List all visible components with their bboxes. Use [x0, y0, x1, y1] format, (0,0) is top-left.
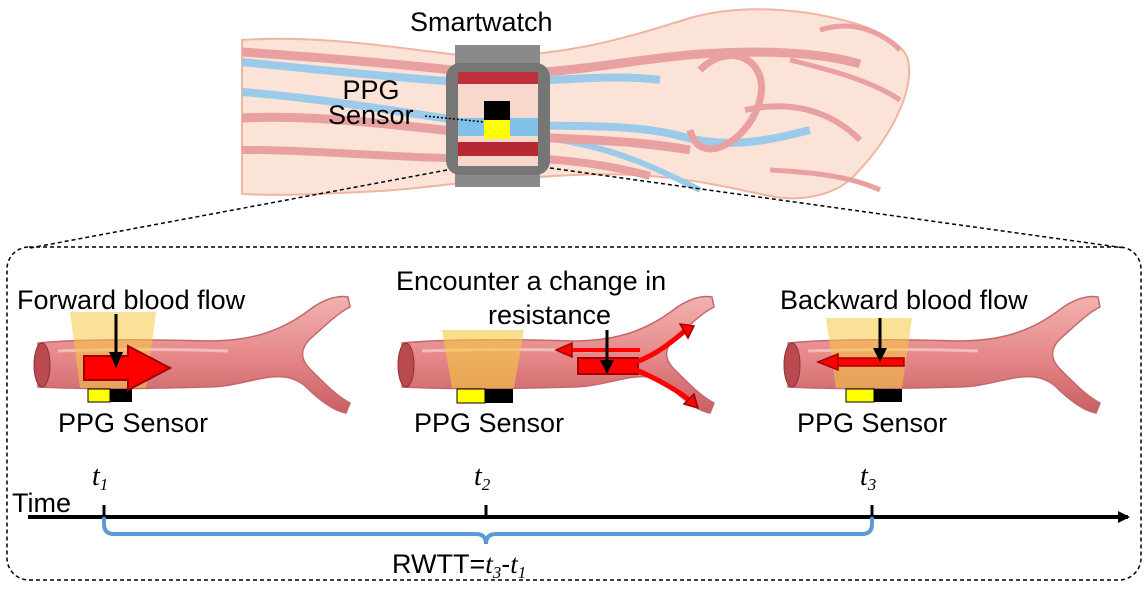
zoom-line-right: [549, 167, 1126, 249]
timeline: [28, 505, 1130, 545]
tick-label-2: t2: [474, 461, 491, 494]
tick-label-3: t3: [860, 461, 877, 494]
panel1-heading: Forward blood flow: [17, 285, 246, 315]
rwtt-formula: RWTT=t3-t1: [392, 549, 527, 582]
sensor-beam-3: [826, 318, 912, 388]
forward-arrow: [83, 344, 173, 392]
panel-resistance: [396, 295, 716, 415]
tick-label-1: t1: [92, 461, 109, 494]
sensor-beam-2: [442, 330, 524, 388]
panel2-heading-line1: Encounter a change in: [396, 266, 667, 296]
watch-sensor-black: [484, 101, 510, 120]
panel2-heading-line2: resistance: [488, 300, 612, 330]
sensor-leader-line: [424, 115, 485, 123]
rwtt-bracket: [102, 517, 874, 545]
panel2-sensor-label: PPG Sensor: [414, 408, 565, 438]
watch-title: Smartwatch: [410, 7, 553, 37]
panel3-heading: Backward blood flow: [780, 285, 1028, 315]
watch-sensor-yellow: [484, 120, 510, 139]
sensor-label-2: Sensor: [328, 100, 414, 130]
sensor-label-1: PPG: [342, 75, 400, 105]
detail-panel: [6, 246, 1142, 581]
reflection-arrow: [554, 341, 573, 359]
backward-arrow: [815, 352, 839, 372]
smartwatch: [446, 45, 550, 187]
panel3-sensor-label: PPG Sensor: [797, 408, 948, 438]
arm-illustration: [241, 8, 911, 200]
panel-forward: [32, 295, 352, 415]
time-axis-label: Time: [12, 488, 71, 518]
panel1-sensor-label: PPG Sensor: [58, 408, 209, 438]
zoom-line-left: [29, 169, 448, 249]
panel-backward: [782, 295, 1102, 415]
